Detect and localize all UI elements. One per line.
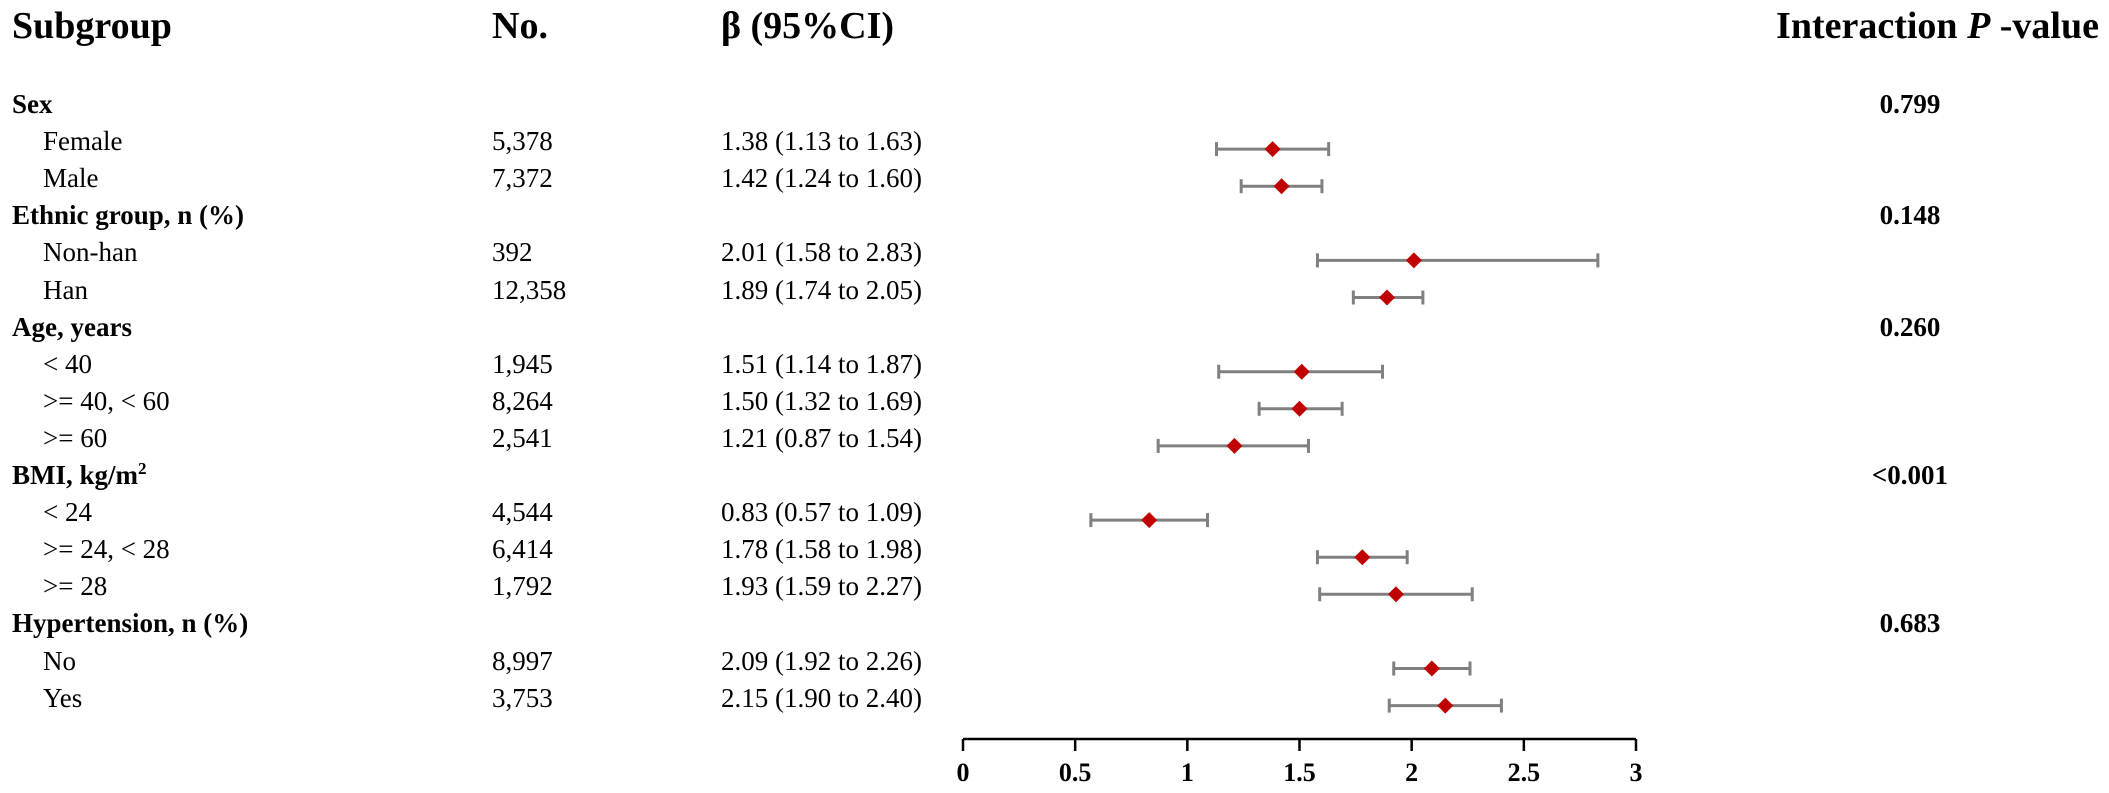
point-estimate-marker <box>1141 512 1158 529</box>
group-label: BMI, kg/m2 <box>12 459 147 490</box>
point-estimate-marker <box>1354 549 1371 566</box>
header-interaction-p: P <box>1967 5 1991 47</box>
subgroup-beta-ci: 2.15 (1.90 to 2.40) <box>721 682 922 713</box>
subgroup-label: >= 60 <box>43 422 108 453</box>
subgroup-n: 8,997 <box>492 645 553 676</box>
subgroup-n: 4,544 <box>492 497 553 528</box>
point-estimate-marker <box>1291 400 1308 417</box>
subgroup-label: >= 40, < 60 <box>43 385 170 416</box>
subgroup-beta-ci: 1.78 (1.58 to 1.98) <box>721 534 922 565</box>
subgroup-beta-ci: 1.93 (1.59 to 2.27) <box>721 571 922 602</box>
point-estimate-marker <box>1264 141 1281 158</box>
x-axis-tick-label: 1 <box>1181 758 1194 787</box>
subgroup-label: >= 24, < 28 <box>43 534 170 565</box>
subgroup-n: 2,541 <box>492 422 553 453</box>
point-estimate-marker <box>1273 178 1290 195</box>
point-estimate-marker <box>1293 363 1310 380</box>
subgroup-label: >= 28 <box>43 571 108 602</box>
subgroup-label: < 40 <box>43 348 92 379</box>
subgroup-n: 5,378 <box>492 126 553 157</box>
subgroup-beta-ci: 1.42 (1.24 to 1.60) <box>721 163 922 194</box>
subgroup-label: < 24 <box>43 497 92 528</box>
subgroup-beta-ci: 1.38 (1.13 to 1.63) <box>721 126 922 157</box>
subgroup-beta-ci: 1.51 (1.14 to 1.87) <box>721 348 922 379</box>
subgroup-beta-ci: 1.89 (1.74 to 2.05) <box>721 274 922 305</box>
subgroup-label: Male <box>43 163 99 194</box>
point-estimate-marker <box>1226 437 1243 454</box>
x-axis-tick-label: 0 <box>957 758 970 787</box>
subgroup-n: 12,358 <box>492 274 567 305</box>
point-estimate-marker <box>1405 252 1422 269</box>
subgroup-beta-ci: 1.50 (1.32 to 1.69) <box>721 385 922 416</box>
group-label: Sex <box>12 89 53 119</box>
subgroup-n: 1,945 <box>492 348 553 379</box>
header-interaction-suffix: -value <box>1990 5 2099 47</box>
group-label: Age, years <box>12 311 132 342</box>
subgroup-beta-ci: 2.09 (1.92 to 2.26) <box>721 645 922 676</box>
group-label: Ethnic group, n (%) <box>12 200 245 231</box>
subgroup-label: Non-han <box>43 237 138 268</box>
subgroup-label: Female <box>43 126 123 157</box>
point-estimate-marker <box>1378 289 1395 306</box>
interaction-p-value: <0.001 <box>1871 460 1949 490</box>
subgroup-label: Yes <box>43 682 83 713</box>
subgroup-n: 8,264 <box>492 385 553 416</box>
subgroup-n: 3,753 <box>492 682 553 713</box>
subgroup-beta-ci: 2.01 (1.58 to 2.83) <box>721 237 922 268</box>
group-label-superscript: 2 <box>138 459 147 478</box>
interaction-p-value: 0.683 <box>1879 608 1941 639</box>
x-axis-tick-label: 2 <box>1405 758 1418 787</box>
subgroup-n: 1,792 <box>492 571 553 602</box>
x-axis-tick-label: 3 <box>1630 758 1643 787</box>
subgroup-n: 7,372 <box>492 163 553 194</box>
subgroup-label: No <box>43 645 76 676</box>
header-subgroup: Subgroup <box>12 5 172 47</box>
x-axis-tick-label: 0.5 <box>1059 758 1092 787</box>
group-label: Hypertension, n (%) <box>12 608 249 639</box>
x-axis-tick-label: 1.5 <box>1283 758 1316 787</box>
subgroup-n: 392 <box>492 237 533 268</box>
point-estimate-marker <box>1437 697 1454 714</box>
interaction-p-value: 0.260 <box>1879 311 1941 342</box>
point-estimate-marker <box>1387 586 1404 603</box>
interaction-p-value: 0.148 <box>1879 200 1941 231</box>
point-estimate-marker <box>1423 660 1440 677</box>
subgroup-beta-ci: 1.21 (0.87 to 1.54) <box>721 422 922 453</box>
header-beta-ci: β (95%CI) <box>721 5 895 47</box>
header-interaction-p-value: Interaction P -value <box>1776 0 2099 52</box>
subgroup-n: 6,414 <box>492 534 553 565</box>
x-axis-tick-label: 2.5 <box>1508 758 1541 787</box>
subgroup-label: Han <box>43 274 88 305</box>
interaction-p-value: 0.799 <box>1879 89 1941 119</box>
header-interaction-prefix: Interaction <box>1776 5 1968 47</box>
header-no: No. <box>492 5 548 47</box>
subgroup-beta-ci: 0.83 (0.57 to 1.09) <box>721 497 922 528</box>
